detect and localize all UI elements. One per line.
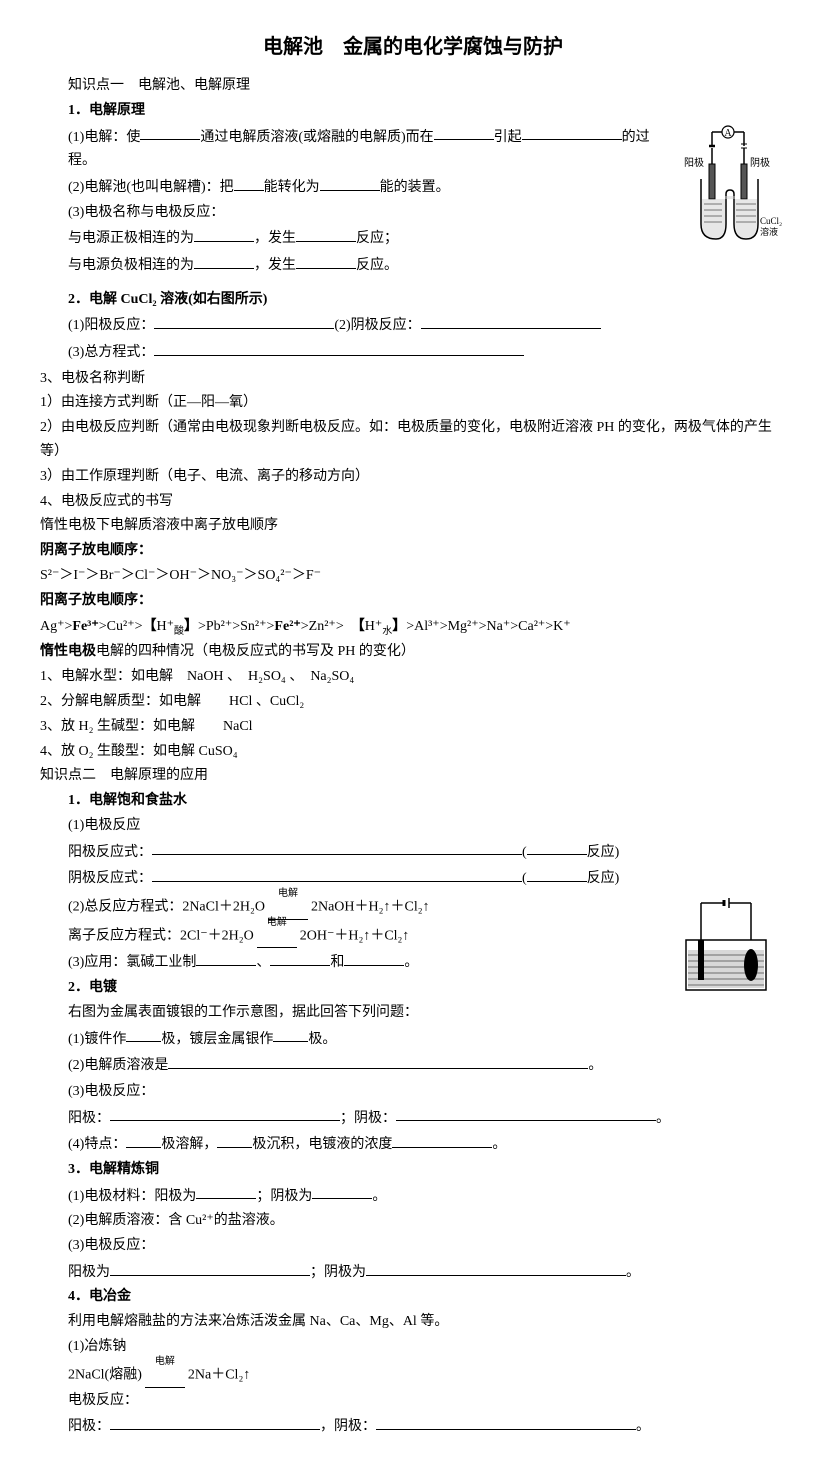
a4-3: 电极反应： (40, 1389, 786, 1413)
s2-title: 2．电解 CuCl₂ 溶液(如右图所示) (40, 288, 786, 312)
s4-title: 4、电极反应式的书写 (40, 490, 786, 514)
solution-label-2: 溶液 (760, 226, 778, 237)
ammeter-label: A (724, 128, 732, 139)
s3-title: 3、电极名称判断 (40, 367, 786, 391)
a3-3: (3)电极反应： (40, 1234, 786, 1258)
t2: 2、分解电解质型：如电解 HCl 、CuCl₂ (40, 690, 786, 714)
t3: 3、放 H₂ 生碱型：如电解 NaCl (40, 715, 786, 739)
a3-1: (1)电极材料：阳极为；阴极为。 (40, 1183, 786, 1209)
cation-title: 阳离子放电顺序： (40, 589, 786, 613)
anode-label: 阳极 (684, 156, 704, 169)
kp1-header: 知识点一 电解池、电解原理 (40, 74, 786, 98)
s4-1: 惰性电极下电解质溶液中离子放电顺序 (40, 514, 786, 538)
s2-3: (3)总方程式： (40, 339, 786, 365)
inert-line: 惰性电极电解的四种情况（电极反应式的书写及 PH 的变化） (40, 640, 786, 664)
page-title: 电解池 金属的电化学腐蚀与防护 (40, 30, 786, 64)
s3-2: 2）由电极反应判断（通常由电极现象判断电极反应。如：电极质量的变化，电极附近溶液… (40, 416, 786, 464)
a3-4: 阳极为；阴极为。 (40, 1259, 786, 1285)
a2-3: (2)电解质溶液是。 (40, 1052, 786, 1078)
a4-1: 利用电解熔融盐的方法来冶炼活泼金属 Na、Ca、Mg、Al 等。 (40, 1310, 786, 1334)
cathode-label: 阴极 (750, 156, 770, 169)
a4-4: 阳极：，阴极：。 (40, 1413, 786, 1439)
eq3: 2NaCl(熔融)电解 2Na＋Cl₂↑ (40, 1363, 786, 1388)
s1-title: 1．电解原理 (40, 99, 786, 123)
t4: 4、放 O₂ 生酸型：如电解 CuSO₄ (40, 740, 786, 764)
a3-title: 3．电解精炼铜 (40, 1158, 786, 1182)
a1-title: 1．电解饱和食盐水 (40, 789, 786, 813)
s2-1: (1)阳极反应：(2)阴极反应： (40, 312, 786, 338)
a2-6: (4)特点：极溶解，极沉积，电镀液的浓度。 (40, 1131, 786, 1157)
cation-seq: Ag⁺>Fe³⁺>Cu²⁺>【H⁺酸】>Pb²⁺>Sn²⁺>Fe²⁺>Zn²⁺>… (40, 614, 786, 640)
a2-5: 阳极：；阴极：。 (40, 1105, 786, 1131)
t1: 1、电解水型：如电解 NaOH 、 H₂SO₄ 、 Na₂SO₄ (40, 665, 786, 689)
anion-title: 阴离子放电顺序： (40, 539, 786, 563)
a2-4: (3)电极反应： (40, 1080, 786, 1104)
a4-title: 4．电冶金 (40, 1285, 786, 1309)
a1-3: 阴极反应式：(反应) (40, 865, 786, 891)
kp2-header: 知识点二 电解原理的应用 (40, 764, 786, 788)
s3-3: 3）由工作原理判断（电子、电流、离子的移动方向） (40, 465, 786, 489)
s3-1: 1）由连接方式判断（正—阳—氧） (40, 391, 786, 415)
a3-2: (2)电解质溶液：含 Cu²⁺的盐溶液。 (40, 1209, 786, 1233)
a2-2: (1)镀件作极，镀层金属银作极。 (40, 1026, 786, 1052)
electroplating-diagram (666, 895, 786, 1014)
solution-label-1: CuCl₂ (760, 216, 782, 226)
a1-1: (1)电极反应 (40, 814, 786, 838)
electrolysis-cell-diagram: A 阳极 阴极 CuCl₂ 溶液 (666, 124, 786, 263)
anion-seq: S²⁻＞I⁻＞Br⁻＞Cl⁻＞OH⁻＞NO₃⁻＞SO₄²⁻＞F⁻ (40, 564, 786, 588)
a1-2: 阳极反应式：(反应) (40, 839, 786, 865)
